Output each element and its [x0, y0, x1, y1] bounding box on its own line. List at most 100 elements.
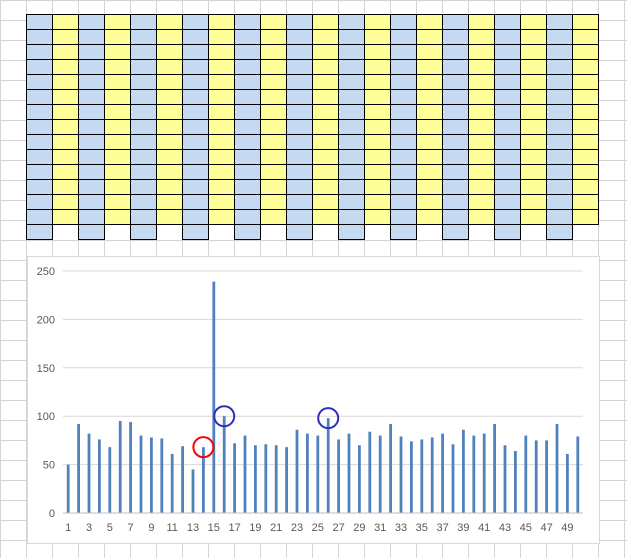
grid-cell[interactable] — [26, 44, 53, 60]
grid-cell[interactable] — [260, 194, 287, 210]
grid-cell[interactable] — [52, 104, 79, 120]
grid-cell[interactable] — [390, 104, 417, 120]
grid-cell[interactable] — [286, 164, 313, 180]
grid-cell[interactable] — [130, 59, 157, 75]
bar[interactable] — [399, 436, 403, 513]
grid-cell[interactable] — [312, 59, 339, 75]
grid-cell[interactable] — [416, 14, 443, 30]
grid-cell[interactable] — [468, 59, 495, 75]
grid-cell[interactable] — [78, 29, 105, 45]
grid-cell[interactable] — [78, 209, 105, 225]
grid-cell[interactable] — [234, 44, 261, 60]
grid-cell[interactable] — [26, 74, 53, 90]
grid-cell[interactable] — [234, 179, 261, 195]
grid-cell[interactable] — [338, 224, 365, 240]
grid-cell[interactable] — [416, 164, 443, 180]
grid-cell[interactable] — [208, 89, 235, 105]
grid-cell[interactable] — [442, 14, 469, 30]
grid-cell[interactable] — [208, 119, 235, 135]
grid-cell[interactable] — [364, 89, 391, 105]
grid-cell[interactable] — [338, 194, 365, 210]
grid-cell[interactable] — [520, 209, 547, 225]
grid-cell[interactable] — [182, 179, 209, 195]
grid-cell[interactable] — [572, 134, 599, 150]
grid-cell[interactable] — [104, 194, 131, 210]
bar[interactable] — [534, 440, 538, 513]
grid-cell[interactable] — [416, 59, 443, 75]
bar[interactable] — [264, 444, 268, 513]
bar[interactable] — [326, 418, 330, 513]
grid-cell[interactable] — [182, 89, 209, 105]
bar[interactable] — [493, 423, 496, 513]
grid-cell[interactable] — [312, 29, 339, 45]
grid-cell[interactable] — [52, 119, 79, 135]
grid-cell[interactable] — [390, 44, 417, 60]
grid-cell[interactable] — [234, 59, 261, 75]
grid-cell[interactable] — [546, 119, 573, 135]
grid-cell[interactable] — [208, 134, 235, 150]
grid-cell[interactable] — [260, 29, 287, 45]
grid-cell[interactable] — [338, 59, 365, 75]
grid-cell[interactable] — [52, 89, 79, 105]
grid-cell[interactable] — [520, 44, 547, 60]
grid-cell[interactable] — [494, 119, 521, 135]
grid-cell[interactable] — [208, 14, 235, 30]
grid-cell[interactable] — [260, 89, 287, 105]
grid-cell[interactable] — [494, 209, 521, 225]
grid-cell[interactable] — [494, 104, 521, 120]
grid-cell[interactable] — [286, 104, 313, 120]
grid-cell[interactable] — [364, 74, 391, 90]
grid-cell[interactable] — [156, 179, 183, 195]
grid-cell[interactable] — [468, 209, 495, 225]
grid-cell[interactable] — [364, 59, 391, 75]
bar[interactable] — [108, 447, 112, 513]
grid-cell[interactable] — [390, 164, 417, 180]
grid-cell[interactable] — [104, 164, 131, 180]
grid-cell[interactable] — [182, 104, 209, 120]
grid-cell[interactable] — [572, 14, 599, 30]
bar[interactable] — [441, 433, 444, 513]
grid-cell[interactable] — [26, 149, 53, 165]
grid-cell[interactable] — [520, 29, 547, 45]
grid-cell[interactable] — [442, 134, 469, 150]
grid-cell[interactable] — [468, 29, 495, 45]
bar[interactable] — [389, 423, 392, 513]
grid-cell[interactable] — [416, 29, 443, 45]
grid-cell[interactable] — [546, 149, 573, 165]
grid-cell[interactable] — [234, 29, 261, 45]
grid-cell[interactable] — [260, 164, 287, 180]
grid-cell[interactable] — [208, 44, 235, 60]
grid-cell[interactable] — [520, 104, 547, 120]
grid-cell[interactable] — [364, 149, 391, 165]
grid-cell[interactable] — [26, 164, 53, 180]
grid-cell[interactable] — [286, 119, 313, 135]
bar[interactable] — [482, 433, 486, 513]
grid-cell[interactable] — [130, 89, 157, 105]
grid-cell[interactable] — [78, 194, 105, 210]
grid-cell[interactable] — [312, 134, 339, 150]
grid-cell[interactable] — [234, 104, 261, 120]
grid-cell[interactable] — [182, 44, 209, 60]
grid-cell[interactable] — [494, 164, 521, 180]
grid-cell[interactable] — [130, 224, 157, 240]
bar[interactable] — [503, 445, 507, 513]
grid-cell[interactable] — [312, 119, 339, 135]
grid-cell[interactable] — [572, 164, 599, 180]
grid-cell[interactable] — [364, 164, 391, 180]
grid-cell[interactable] — [78, 179, 105, 195]
bar[interactable] — [233, 443, 236, 513]
bar[interactable] — [98, 439, 101, 513]
grid-cell[interactable] — [156, 14, 183, 30]
grid-cell[interactable] — [208, 104, 235, 120]
grid-cell[interactable] — [104, 209, 131, 225]
grid-cell[interactable] — [260, 59, 287, 75]
grid-cell[interactable] — [468, 44, 495, 60]
grid-cell[interactable] — [52, 59, 79, 75]
bar[interactable] — [202, 447, 205, 513]
grid-cell[interactable] — [286, 74, 313, 90]
grid-cell[interactable] — [416, 134, 443, 150]
grid-cell[interactable] — [234, 119, 261, 135]
grid-cell[interactable] — [130, 74, 157, 90]
grid-cell[interactable] — [104, 89, 131, 105]
grid-cell[interactable] — [182, 224, 209, 240]
